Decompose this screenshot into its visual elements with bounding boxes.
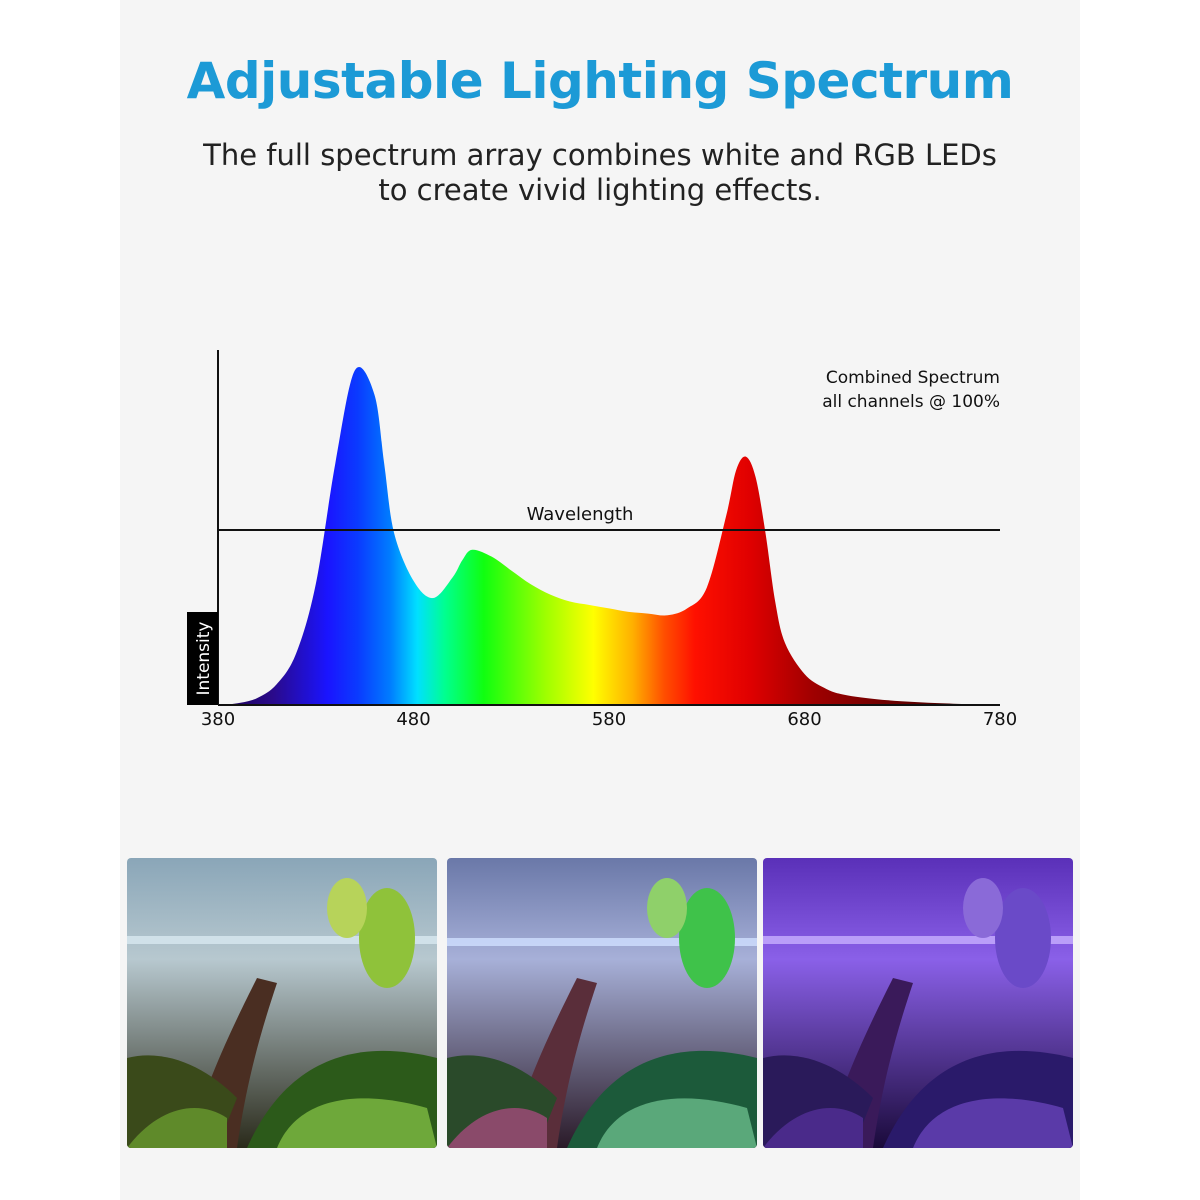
legend-line-2: all channels @ 100% xyxy=(822,392,1000,412)
spectrum-chart: Wavelength Intensity Combined Spectrum a… xyxy=(187,350,1017,730)
x-axis-label: Wavelength xyxy=(527,504,634,525)
aquarium-photo-purple xyxy=(763,858,1073,1148)
x-tick-label: 680 xyxy=(787,709,821,730)
aquarium-photo-blend xyxy=(447,858,757,1148)
subtitle-line-2: to create vivid lighting effects. xyxy=(378,173,822,207)
x-tick-label: 780 xyxy=(983,709,1017,730)
x-tick-label: 480 xyxy=(396,709,430,730)
subtitle-line-1: The full spectrum array combines white a… xyxy=(203,138,997,172)
y-axis-label: Intensity xyxy=(194,622,214,696)
aquarium-photo-white xyxy=(127,858,437,1148)
page-subtitle: The full spectrum array combines white a… xyxy=(0,138,1200,208)
x-tick-label: 380 xyxy=(201,709,235,730)
x-tick-labels: 380 480 580 680 780 xyxy=(201,709,1017,730)
spectrum-area xyxy=(218,366,1000,705)
x-tick-label: 580 xyxy=(592,709,626,730)
legend-line-1: Combined Spectrum xyxy=(826,368,1000,388)
y-axis-label-box xyxy=(187,612,218,705)
page-title: Adjustable Lighting Spectrum xyxy=(186,52,1014,110)
